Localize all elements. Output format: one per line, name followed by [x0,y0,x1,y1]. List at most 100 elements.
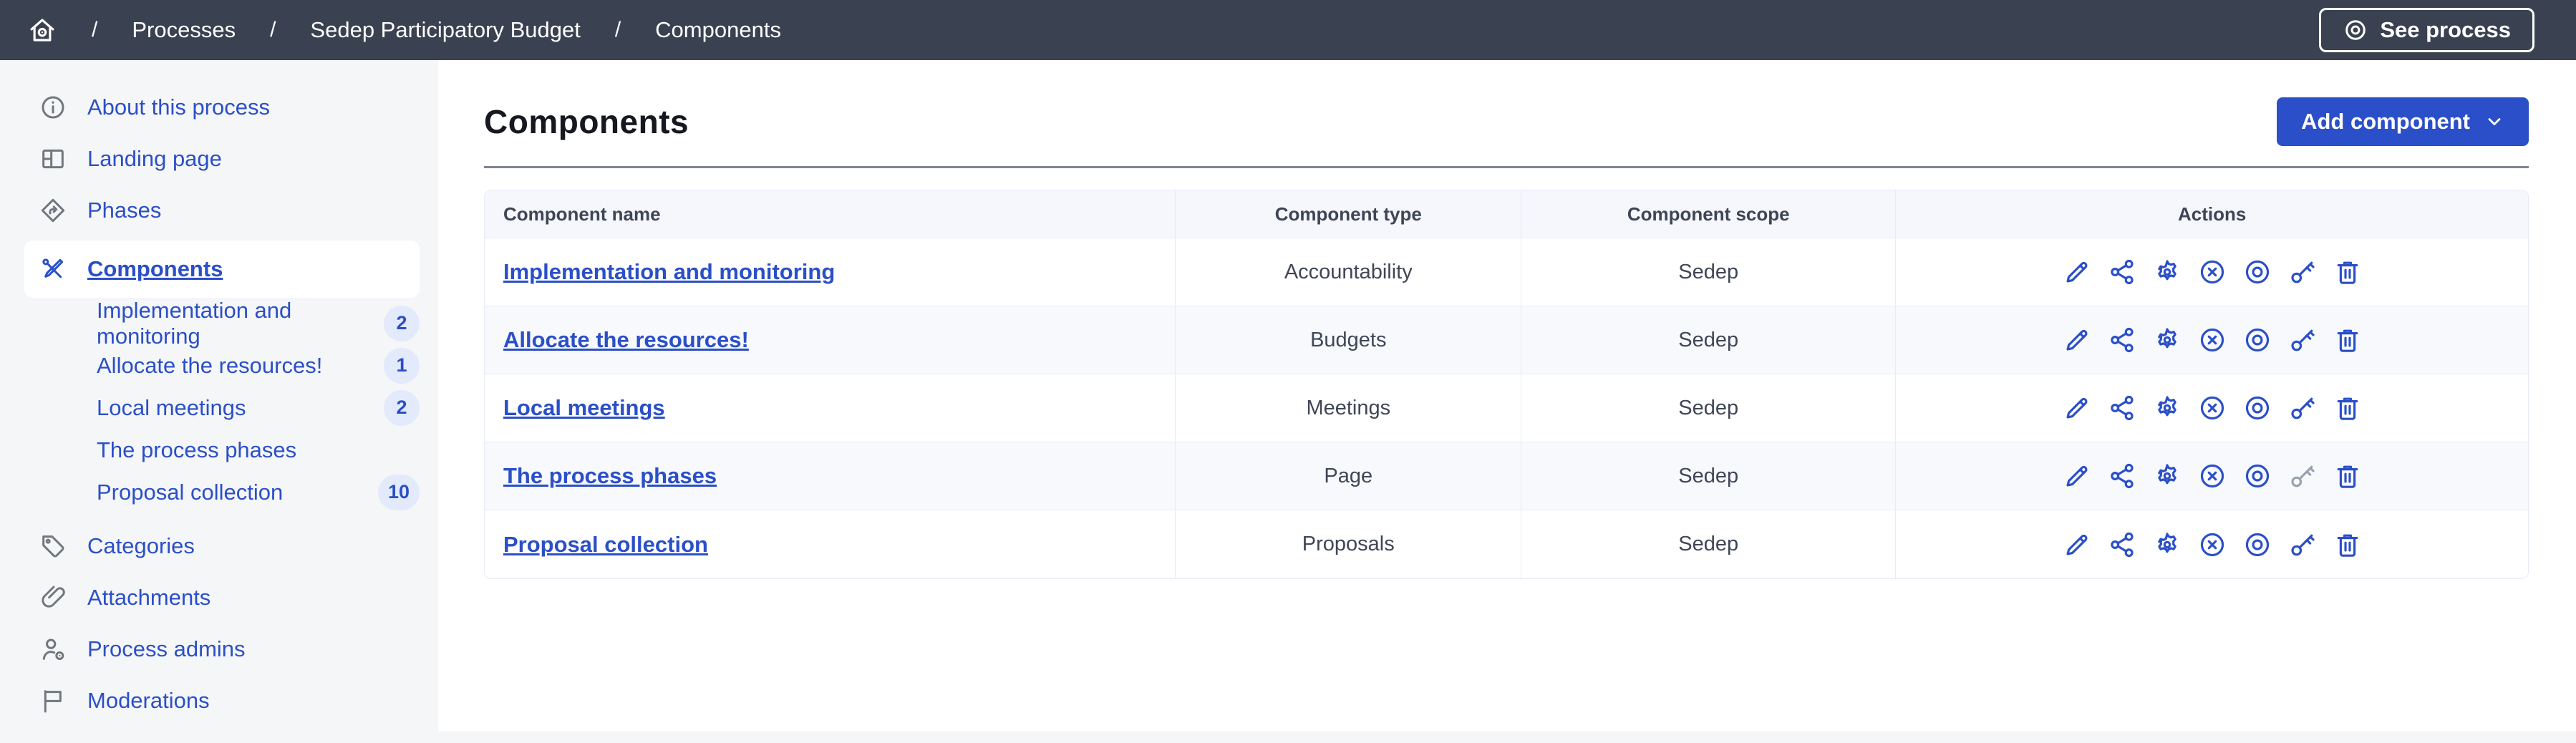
sidebar-item-label: About this process [87,94,271,120]
phases-icon [39,196,67,225]
component-type-cell: Page [1176,442,1522,510]
sidebar-item-label: Moderations [87,688,210,713]
footer-strip [0,732,2576,743]
sidebar-item-landing-page[interactable]: Landing page [0,133,438,185]
delete-icon[interactable] [2333,325,2363,355]
preview-icon[interactable] [2242,461,2272,491]
user-gear-icon [39,635,67,664]
info-icon [39,93,67,122]
preview-icon[interactable] [2242,530,2272,560]
preview-icon[interactable] [2242,393,2272,423]
component-name-cell: The process phases [485,442,1176,510]
permissions-icon[interactable] [2287,257,2318,287]
actions-cell [1896,306,2528,374]
settings-icon[interactable] [2152,325,2182,355]
settings-icon[interactable] [2152,393,2182,423]
component-name-link[interactable]: Proposal collection [503,531,708,557]
layout-icon [39,145,67,173]
actions-cell [1896,442,2528,510]
sidebar-subitem-the-process-phases[interactable]: The process phases [0,429,438,471]
component-name-cell: Implementation and monitoring [485,238,1176,306]
breadcrumb-separator: / [92,18,98,42]
share-icon[interactable] [2107,393,2137,423]
edit-icon[interactable] [2062,393,2092,423]
table-row: Proposal collection Proposals Sedep [485,510,2528,578]
component-type-cell: Proposals [1176,510,1522,578]
share-icon[interactable] [2107,257,2137,287]
column-header: Component name [485,190,1176,238]
component-name-cell: Local meetings [485,374,1176,442]
main-content: Components Add component Component name C… [438,60,2576,732]
count-badge: 2 [384,389,420,426]
unpublish-icon[interactable] [2197,393,2227,423]
share-icon[interactable] [2107,530,2137,560]
sidebar-item-moderations[interactable]: Moderations [0,675,438,727]
component-scope-cell: Sedep [1521,306,1897,374]
permissions-icon[interactable] [2287,393,2318,423]
delete-icon[interactable] [2333,257,2363,287]
unpublish-icon[interactable] [2197,257,2227,287]
chevron-down-icon [2488,118,2501,125]
component-name-link[interactable]: Allocate the resources! [503,327,749,352]
sidebar-subitem-implementation-and-monitoring[interactable]: Implementation and monitoring 2 [0,298,438,349]
delete-icon[interactable] [2333,461,2363,491]
share-icon[interactable] [2107,461,2137,491]
sidebar-item-label: Attachments [87,585,211,610]
breadcrumb-item[interactable]: Processes [132,17,236,42]
sidebar-item-process-admins[interactable]: Process admins [0,623,438,675]
preview-icon[interactable] [2242,325,2272,355]
edit-icon[interactable] [2062,325,2092,355]
settings-icon[interactable] [2152,461,2182,491]
unpublish-icon[interactable] [2197,461,2227,491]
table-row: Implementation and monitoring Accountabil… [485,238,2528,306]
breadcrumb-item[interactable]: Sedep Participatory Budget [310,17,581,42]
sidebar-item-phases[interactable]: Phases [0,185,438,236]
component-type-cell: Budgets [1176,306,1522,374]
sidebar-subitem-proposal-collection[interactable]: Proposal collection 10 [0,471,438,513]
component-name-link[interactable]: Implementation and monitoring [503,259,836,284]
topbar: / Processes / Sedep Participatory Budget / Co… [0,0,2576,60]
column-header: Component scope [1521,190,1897,238]
sidebar-item-categories[interactable]: Categories [0,520,438,572]
permissions-icon[interactable] [2287,325,2318,355]
sidebar-subitem-allocate-the-resources-[interactable]: Allocate the resources! 1 [0,344,438,387]
component-scope-cell: Sedep [1521,238,1897,306]
unpublish-icon[interactable] [2197,325,2227,355]
component-type-cell: Accountability [1176,238,1522,306]
preview-icon[interactable] [2242,257,2272,287]
settings-icon[interactable] [2152,257,2182,287]
component-name-cell: Allocate the resources! [485,306,1176,374]
share-icon[interactable] [2107,325,2137,355]
delete-icon[interactable] [2333,393,2363,423]
page-title: Components [484,103,689,140]
home-icon[interactable] [27,15,57,45]
sidebar-item-attachments[interactable]: Attachments [0,572,438,623]
component-type-cell: Meetings [1176,374,1522,442]
sidebar-item-about-this-process[interactable]: About this process [0,82,438,133]
edit-icon[interactable] [2062,530,2092,560]
edit-icon[interactable] [2062,257,2092,287]
count-badge: 2 [384,305,420,341]
sidebar-item-label: Categories [87,533,195,558]
see-process-button[interactable]: See process [2319,8,2534,52]
permissions-icon[interactable] [2287,530,2318,560]
sidebar-item-label: Landing page [87,146,222,171]
settings-icon[interactable] [2152,530,2182,560]
header-divider [484,166,2529,168]
breadcrumb: / Processes / Sedep Participatory Budget / Co… [27,15,781,45]
actions-cell [1896,510,2528,578]
sidebar-subitem-label: Proposal collection [97,479,284,505]
actions-cell [1896,238,2528,306]
column-header: Component type [1176,190,1522,238]
sidebar-item-components[interactable]: Components [24,241,420,298]
component-name-link[interactable]: The process phases [503,463,717,488]
delete-icon[interactable] [2333,530,2363,560]
edit-icon[interactable] [2062,461,2092,491]
sidebar-item-label: Phases [87,198,162,223]
component-name-cell: Proposal collection [485,510,1176,578]
component-name-link[interactable]: Local meetings [503,395,665,420]
sidebar-subitem-local-meetings[interactable]: Local meetings 2 [0,387,438,429]
unpublish-icon[interactable] [2197,530,2227,560]
add-component-button[interactable]: Add component [2277,97,2529,146]
breadcrumb-item[interactable]: Components [655,17,781,42]
